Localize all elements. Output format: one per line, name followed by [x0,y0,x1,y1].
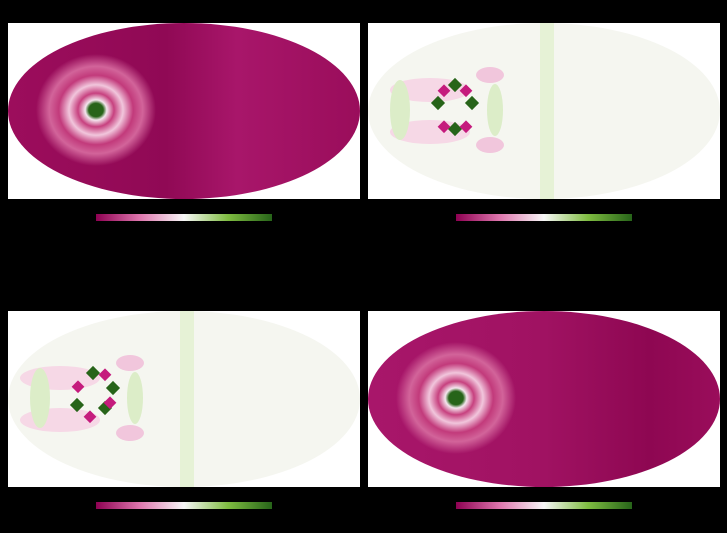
colorbar [96,502,272,509]
colorbar [456,502,632,509]
map [368,311,720,487]
colorbar [456,214,632,221]
colorbar [96,214,272,221]
map [368,23,720,199]
map [8,23,360,199]
map [8,311,360,487]
